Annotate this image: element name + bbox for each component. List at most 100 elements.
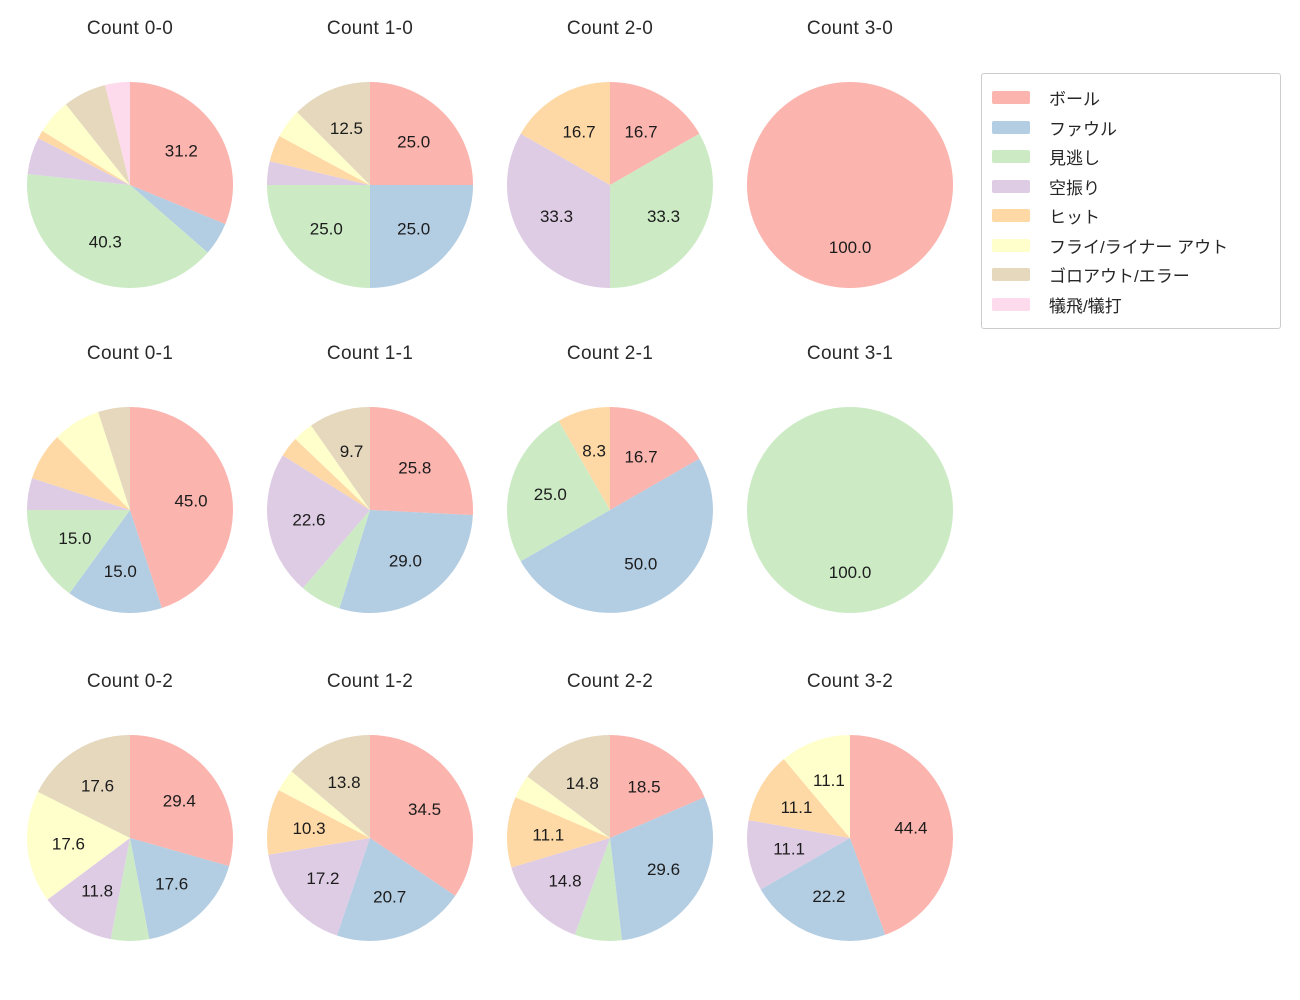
legend-label-fly-liner-out: フライ/ライナー アウト [1049,237,1229,257]
pie-slice-called-strike [610,133,713,288]
pie-count-0-0: 31.2 40.3 [27,82,233,289]
slice-percentage-label: 29.4 [163,792,196,811]
slice-percentage-label: 25.0 [397,220,430,239]
pie-slice-swinging-strike [511,838,610,935]
legend-swatch-sacrifice [992,297,1030,311]
legend-item-foul: ファウル [992,113,1272,143]
chart-title-count-0-1: Count 0-1 [86,343,174,364]
pie-slice-ball [370,82,473,185]
pie-slice-foul [69,510,162,614]
legend-item-fly-liner-out: フライ/ライナー アウト [992,231,1272,261]
slice-percentage-label: 16.7 [624,122,657,141]
slice-percentage-label: 45.0 [174,491,207,510]
pie-slice-hit [38,130,130,185]
slice-percentage-label: 11.1 [532,825,564,844]
pie-slice-groundout-error [98,407,130,510]
pie-count-3-0: 100.0 [747,82,953,288]
chart-title-count-0-0: Count 0-0 [86,18,174,39]
legend-label-called-strike: 見逃し [1049,149,1100,169]
slice-percentage-label: 22.2 [812,887,845,906]
slice-percentage-label: 40.3 [89,233,122,252]
legend-label-sacrifice: 犠飛/犠打 [1049,296,1122,316]
legend-item-swinging-strike: 空振り [992,172,1272,202]
pie-slice-called-strike [110,838,150,942]
pie-slice-groundout-error [527,735,610,838]
pie-slice-hit [748,759,850,838]
slice-percentage-label: 14.8 [548,871,581,890]
slice-percentage-label: 29.6 [647,860,680,879]
pie-slice-called-strike [507,420,610,562]
pie-slice-hit [266,790,370,855]
pie-slice-ball [130,82,233,225]
pie-count-0-1: 45.0 15.0 15.0 [27,407,234,614]
pie-slice-called-strike [267,185,370,288]
pie-slice-foul [370,185,473,288]
pie-slice-called-strike [302,510,370,609]
slice-percentage-label: 33.3 [647,207,680,226]
pie-slice-called-strike [27,174,208,289]
pie-count-1-0: 25.0 25.0 25.0 12.5 [267,82,473,288]
slice-percentage-label: 11.8 [81,881,113,900]
pie-slice-called-strike [574,838,622,941]
slice-percentage-label: 11.1 [773,840,805,859]
chart-title-count-3-1: Count 3-1 [806,343,894,364]
slice-percentage-label: 20.7 [373,888,406,907]
chart-title-count-3-0: Count 3-0 [806,18,894,39]
chart-title-count-2-2: Count 2-2 [566,671,654,692]
pie-slice-groundout-error [311,407,370,510]
slice-percentage-label: 25.0 [534,485,567,504]
legend-swatch-called-strike [992,150,1030,164]
legend-swatch-groundout-error [992,268,1030,282]
pie-slice-ball [610,735,705,838]
chart-title-count-2-1: Count 2-1 [566,343,654,364]
pie-slice-fly-liner-out [279,112,370,185]
slice-percentage-label: 25.0 [310,220,343,239]
chart-title-count-0-2: Count 0-2 [86,671,174,692]
pie-slice-foul [610,797,714,941]
pie-slice-sacrifice [105,82,130,185]
slice-percentage-label: 22.6 [292,510,325,529]
slice-percentage-label: 29.0 [389,552,422,571]
slice-percentage-label: 31.2 [165,142,198,161]
pie-slice-ball [130,735,233,867]
pie-slice-fly-liner-out [295,425,370,510]
legend: ボール ファウル 見逃し 空振り ヒット フライ/ライナー アウト ゴロアウト/エラー 犠飛/… [981,73,1281,329]
pie-slice-ball [370,735,473,896]
slice-percentage-label: 8.3 [582,441,606,460]
slice-percentage-label: 16.7 [562,122,595,141]
chart-title-count-1-2: Count 1-2 [326,671,414,692]
pie-slice-swinging-strike [27,478,130,510]
pie-slice-groundout-error [291,735,370,838]
pie-slice-foul [760,838,886,942]
pie-slice-ball [130,407,234,608]
legend-label-hit: ヒット [1049,208,1100,228]
legend-item-sacrifice: 犠飛/犠打 [992,290,1272,320]
pie-slice-hit [269,135,370,185]
pie-slice-hit [520,82,610,185]
slice-percentage-label: 33.3 [540,207,573,226]
legend-swatch-swinging-strike [992,179,1030,193]
slice-percentage-label: 50.0 [624,555,657,574]
pie-slice-ball [850,735,954,935]
pie-count-3-1: 100.0 [747,407,953,613]
pie-slice-foul [336,838,456,941]
legend-label-ball: ボール [1049,90,1100,110]
pie-count-1-2: 34.5 20.7 17.2 10.3 13.8 [266,735,473,941]
legend-swatch-hit [992,209,1030,223]
legend-swatch-foul [992,120,1030,134]
slice-percentage-label: 17.6 [52,834,85,853]
pie-slice-swinging-strike [507,133,610,288]
pie-slice-ball [370,407,474,516]
slice-percentage-label: 15.0 [58,529,91,548]
legend-swatch-fly-liner-out [992,238,1030,252]
legend-label-foul: ファウル [1049,119,1117,139]
slice-percentage-label: 17.6 [81,776,114,795]
slice-percentage-label: 12.5 [330,119,363,138]
pie-slice-hit [558,407,610,510]
slice-percentage-label: 9.7 [340,442,364,461]
legend-swatch-ball [992,91,1030,105]
pie-slice-swinging-strike [267,161,370,185]
pie-slice-ball [747,82,953,288]
slice-percentage-label: 44.4 [894,818,927,837]
